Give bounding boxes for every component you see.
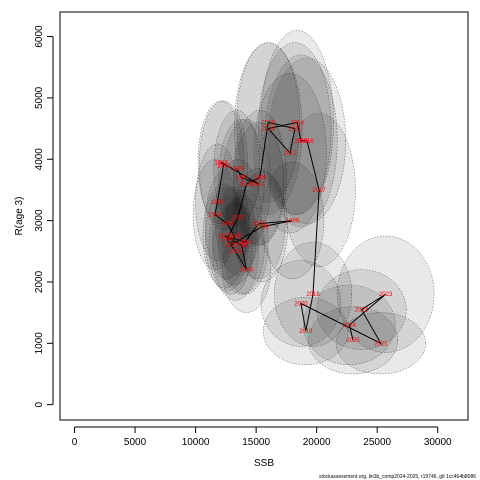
year-label-2001: 2001 — [239, 240, 253, 246]
year-label-2007: 2007 — [231, 216, 245, 222]
year-label-2024: 2024 — [343, 323, 357, 329]
y-tick-label-4000: 4000 — [34, 148, 45, 171]
plot-frame — [59, 11, 469, 421]
year-label-2025: 2025 — [346, 338, 360, 344]
year-label-2006: 2006 — [220, 237, 234, 243]
year-label-2005: 2005 — [229, 249, 243, 255]
year-label-2015: 2015 — [294, 139, 308, 145]
year-label-2008: 2008 — [240, 182, 254, 188]
x-axis: 0 5000 10000 15000 20000 25000 30000 — [72, 426, 452, 448]
x-tick-label-0: 0 — [72, 437, 78, 448]
ellipse-2025 — [307, 306, 399, 375]
year-labels: 1988198919901991199219931994199519961997… — [208, 120, 393, 347]
year-label-2019: 2019 — [299, 329, 313, 335]
year-label-1992: 1992 — [217, 163, 231, 169]
year-label-2020: 2020 — [294, 301, 308, 307]
year-label-1993: 1993 — [211, 200, 225, 206]
x-tick-label-5000: 5000 — [124, 437, 147, 448]
year-label-2012: 2012 — [283, 151, 297, 157]
x-tick-label-15000: 15000 — [242, 437, 270, 448]
y-tick-label-6000: 6000 — [34, 25, 45, 48]
year-label-2021: 2021 — [374, 341, 388, 347]
y-axis: 0 1000 2000 3000 4000 5000 6000 — [34, 25, 54, 407]
year-label-2022: 2022 — [355, 308, 369, 314]
year-label-1996: 1996 — [228, 234, 242, 240]
year-label-1994: 1994 — [208, 212, 222, 218]
year-label-1988: 1988 — [214, 160, 228, 166]
y-axis-title: R(age 3) — [14, 197, 25, 236]
year-label-1995: 1995 — [220, 222, 234, 228]
year-label-1991: 1991 — [252, 182, 266, 188]
source-credit: stockassessment.org, lin3b_comp2024-2025… — [319, 474, 476, 480]
x-tick-label-10000: 10000 — [182, 437, 210, 448]
year-label-2004: 2004 — [240, 268, 254, 274]
year-label-2023: 2023 — [379, 292, 393, 298]
y-tick-label-5000: 5000 — [34, 86, 45, 109]
year-label-1998: 1998 — [256, 225, 270, 231]
x-axis-title: SSB — [254, 458, 274, 469]
x-tick-label-20000: 20000 — [303, 437, 331, 448]
year-label-2016: 2016 — [300, 139, 314, 145]
x-tick-label-30000: 30000 — [424, 437, 452, 448]
y-tick-label-2000: 2000 — [34, 270, 45, 293]
year-label-1997: 1997 — [224, 243, 238, 249]
confidence-ellipses — [192, 30, 435, 375]
year-label-1999: 1999 — [286, 219, 300, 225]
year-label-2018: 2018 — [306, 292, 320, 298]
year-label-2014: 2014 — [291, 120, 305, 126]
year-label-2017: 2017 — [312, 188, 326, 194]
x-tick-label-25000: 25000 — [363, 437, 391, 448]
year-label-2000: 2000 — [252, 222, 266, 228]
year-label-2009: 2009 — [253, 176, 267, 182]
stock-recruit-trajectory — [214, 121, 387, 345]
year-label-2003: 2003 — [235, 243, 249, 249]
year-label-2011: 2011 — [288, 127, 302, 133]
year-label-2010: 2010 — [262, 120, 276, 126]
year-label-1989: 1989 — [230, 166, 244, 172]
y-tick-label-0: 0 — [34, 401, 45, 407]
y-tick-label-3000: 3000 — [34, 209, 45, 232]
year-label-2013: 2013 — [262, 127, 276, 133]
year-label-1990: 1990 — [235, 176, 249, 182]
y-tick-label-1000: 1000 — [34, 332, 45, 355]
year-label-2002: 2002 — [218, 234, 232, 240]
